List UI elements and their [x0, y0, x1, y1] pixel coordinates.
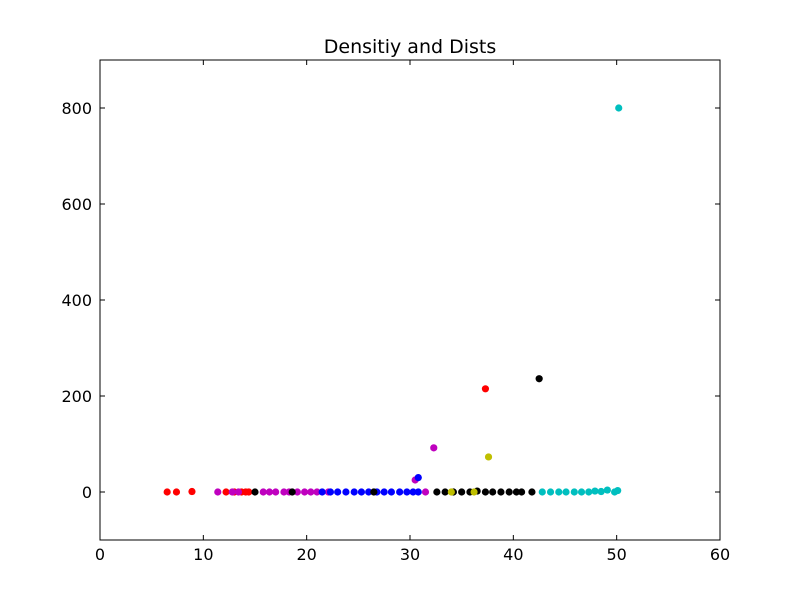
data-point-2-3: [342, 488, 350, 496]
y-tick-label-4: 800: [61, 99, 92, 118]
data-point-4-0: [447, 488, 455, 496]
data-point-2-2: [334, 488, 342, 496]
y-tick-label-1: 200: [61, 387, 92, 406]
data-point-1-0: [214, 488, 222, 496]
data-point-1-14: [421, 488, 430, 496]
data-point-1-10: [307, 488, 315, 496]
x-tick-label-4: 40: [503, 545, 523, 564]
data-points: [163, 104, 623, 496]
data-point-2-8: [380, 488, 388, 496]
data-point-3-3: [433, 488, 441, 496]
data-point-2-5: [357, 488, 366, 496]
data-point-3-11: [497, 488, 505, 496]
data-point-0-7: [245, 488, 253, 496]
data-point-5-11: [614, 486, 622, 495]
data-point-5-12: [615, 104, 623, 112]
x-tick-label-0: 0: [95, 545, 105, 564]
data-point-5-0: [538, 488, 546, 496]
y-tick-label-0: 0: [82, 483, 92, 502]
data-point-3-2: [370, 488, 378, 496]
data-point-3-12: [505, 488, 513, 496]
data-point-0-8: [481, 385, 490, 393]
x-tick-label-6: 60: [710, 545, 730, 564]
data-point-0-2: [188, 487, 196, 496]
x-tick-label-3: 30: [400, 545, 420, 564]
data-point-3-9: [481, 488, 490, 496]
y-tick-label-2: 400: [61, 291, 92, 310]
data-point-0-1: [172, 488, 181, 496]
data-point-3-14: [518, 488, 526, 496]
data-point-2-4: [350, 488, 358, 496]
data-point-2-0: [318, 488, 326, 496]
y-tick-label-3: 600: [61, 195, 92, 214]
data-point-1-4: [265, 488, 274, 496]
series-2: [318, 474, 422, 496]
data-point-1-6: [280, 488, 288, 496]
x-tick-label-5: 50: [606, 545, 626, 564]
data-point-2-12: [409, 488, 417, 496]
data-point-1-15: [430, 444, 438, 452]
data-point-2-9: [387, 488, 395, 496]
data-point-2-11: [403, 488, 411, 496]
data-point-3-1: [288, 488, 296, 496]
data-point-1-2: [234, 488, 243, 496]
data-point-1-1: [228, 488, 236, 496]
data-point-0-3: [222, 488, 230, 496]
data-point-5-2: [555, 488, 563, 496]
series-4: [447, 453, 493, 496]
series-5: [538, 104, 623, 496]
data-point-1-11: [313, 488, 321, 496]
x-tick-label-1: 10: [193, 545, 213, 564]
data-point-1-5: [272, 488, 280, 496]
data-point-4-1: [470, 488, 478, 496]
data-point-2-10: [396, 488, 404, 496]
data-point-1-3: [259, 488, 267, 496]
data-point-3-13: [512, 488, 521, 496]
data-point-3-6: [458, 488, 466, 496]
data-point-2-6: [365, 488, 373, 496]
data-point-3-16: [535, 375, 543, 383]
data-point-2-13: [414, 488, 422, 496]
data-point-0-0: [163, 488, 171, 496]
data-point-4-2: [484, 453, 493, 461]
data-point-5-6: [585, 488, 593, 496]
data-point-1-8: [293, 488, 301, 496]
chart-title: Densitiy and Dists: [324, 36, 497, 58]
axes-frame: [99, 59, 721, 541]
data-point-3-15: [528, 488, 536, 496]
data-point-5-3: [562, 488, 570, 496]
data-point-2-14: [414, 474, 422, 482]
data-point-5-8: [597, 487, 605, 496]
series-1: [214, 444, 438, 496]
data-point-3-10: [489, 488, 497, 496]
data-point-3-4: [441, 488, 449, 496]
data-point-3-0: [251, 488, 259, 496]
data-point-5-9: [603, 486, 611, 494]
x-tick-label-2: 20: [296, 545, 316, 564]
data-point-5-1: [546, 488, 555, 496]
series-3: [251, 375, 543, 496]
data-point-2-1: [326, 488, 335, 496]
data-point-1-9: [301, 488, 309, 496]
series-0: [163, 385, 490, 496]
data-point-5-4: [570, 488, 578, 496]
data-point-5-7: [591, 487, 599, 495]
data-point-5-5: [577, 488, 586, 496]
